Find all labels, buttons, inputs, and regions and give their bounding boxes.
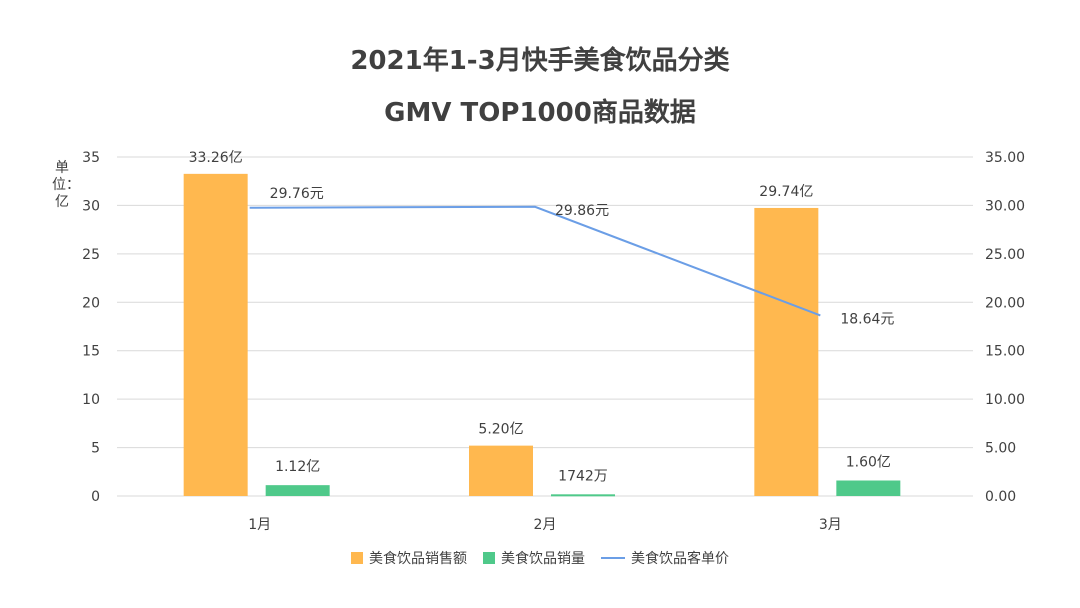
bar-sales-2: [754, 207, 819, 497]
data-label-price-1: 29.86元: [555, 203, 609, 219]
right-axis-tick-3: 15.00: [985, 344, 1025, 360]
legend-item-price: 美食饮品客单价: [601, 548, 729, 568]
x-axis-label-2: 3月: [819, 517, 842, 533]
left-axis-tick-6: 30: [82, 198, 100, 214]
right-axis-tick-6: 30.00: [985, 198, 1025, 214]
data-label-price-0: 29.76元: [270, 186, 324, 202]
data-label-volume-0: 1.12亿: [275, 459, 320, 475]
right-axis-tick-2: 10.00: [985, 392, 1025, 408]
legend-swatch-volume: [483, 552, 495, 564]
legend-item-sales: 美食饮品销售额: [351, 548, 467, 568]
chart-title-line1: 2021年1-3月快手美食饮品分类: [350, 46, 730, 76]
x-axis-label-1: 2月: [534, 517, 557, 533]
data-label-sales-2: 29.74亿: [759, 184, 813, 200]
legend-item-volume: 美食饮品销量: [483, 548, 585, 568]
left-axis-tick-2: 10: [82, 392, 100, 408]
legend-label-sales: 美食饮品销售额: [369, 551, 467, 567]
bar-volume-0: [265, 485, 330, 496]
chart-legend: 美食饮品销售额 美食饮品销量 美食饮品客单价: [0, 548, 1080, 568]
data-label-price-2: 18.64元: [840, 311, 894, 327]
left-axis-tick-7: 35: [82, 150, 100, 166]
bar-sales-1: [469, 445, 533, 496]
data-label-sales-1: 5.20亿: [478, 422, 523, 438]
right-axis-tick-0: 0.00: [985, 489, 1016, 505]
x-axis-label-0: 1月: [248, 517, 271, 533]
left-axis-tick-1: 5: [91, 441, 100, 457]
data-label-volume-1: 1742万: [558, 468, 608, 484]
line-price: [249, 205, 821, 317]
right-axis-tick-4: 20.00: [985, 295, 1025, 311]
left-axis-tick-0: 0: [91, 489, 100, 505]
legend-swatch-sales: [351, 552, 363, 564]
legend-label-price: 美食饮品客单价: [631, 551, 729, 567]
right-axis-tick-5: 25.00: [985, 247, 1025, 263]
legend-swatch-price: [601, 557, 625, 559]
legend-label-volume: 美食饮品销量: [501, 551, 585, 567]
chart-title-line2: GMV TOP1000商品数据: [384, 98, 696, 128]
left-axis-tick-3: 15: [82, 344, 100, 360]
bar-volume-2: [836, 480, 901, 496]
data-label-sales-0: 33.26亿: [189, 150, 243, 166]
data-label-volume-2: 1.60亿: [846, 455, 891, 471]
left-axis-tick-5: 25: [82, 247, 100, 263]
right-axis-tick-7: 35.00: [985, 150, 1025, 166]
bar-volume-1: [551, 494, 615, 497]
bar-sales-0: [183, 173, 248, 496]
right-axis-tick-1: 5.00: [985, 441, 1016, 457]
left-axis-tick-4: 20: [82, 295, 100, 311]
